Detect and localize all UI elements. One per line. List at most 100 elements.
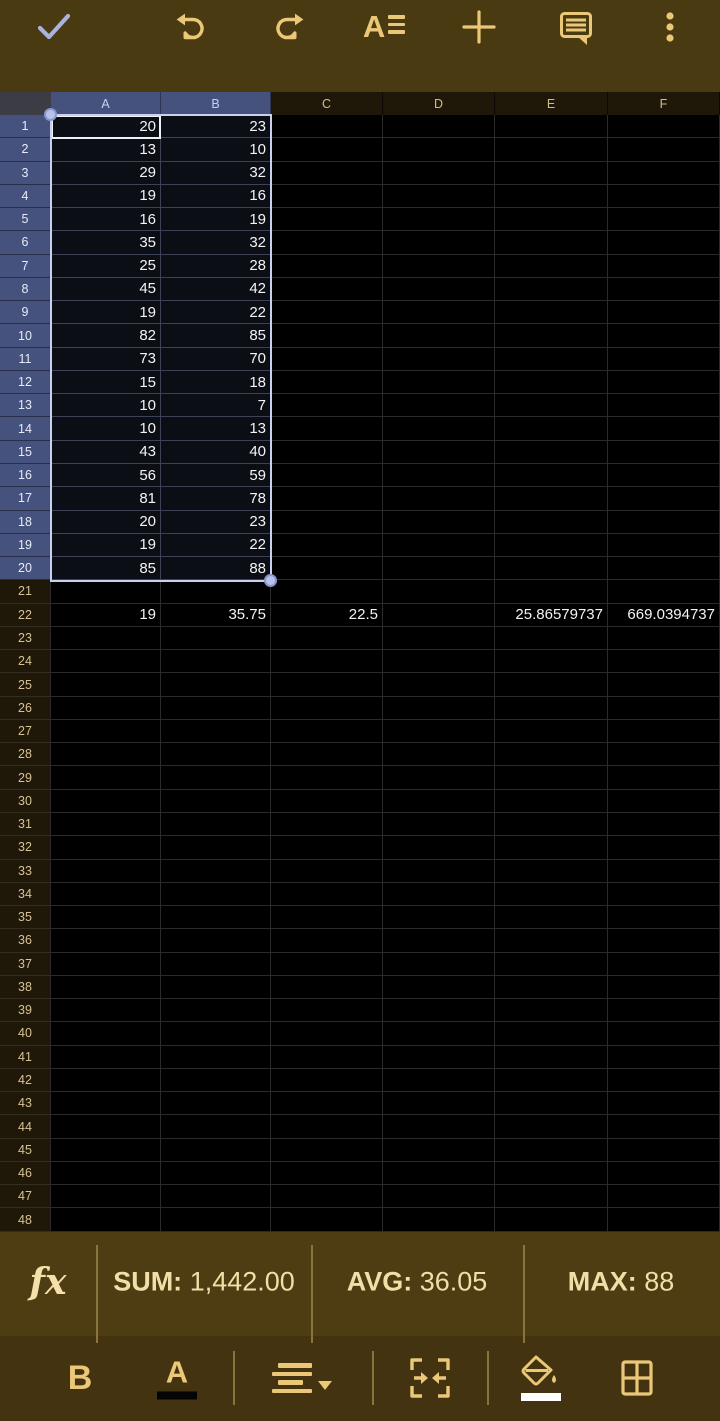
- row-header-32[interactable]: 32: [0, 836, 51, 860]
- cell-F47[interactable]: [608, 1185, 720, 1209]
- cell-E47[interactable]: [495, 1185, 608, 1209]
- cell-D5[interactable]: [383, 208, 495, 232]
- row-header-17[interactable]: 17: [0, 487, 51, 511]
- cell-E4[interactable]: [495, 184, 608, 209]
- cell-A36[interactable]: [51, 929, 161, 953]
- text-color-button[interactable]: A: [157, 1357, 197, 1400]
- more-options-button[interactable]: [650, 7, 690, 47]
- cell-B24[interactable]: [161, 650, 271, 674]
- row-header-33[interactable]: 33: [0, 859, 51, 883]
- cell-A25[interactable]: [51, 673, 161, 697]
- cell-E6[interactable]: [495, 231, 608, 255]
- cell-E45[interactable]: [495, 1138, 608, 1162]
- cell-B2[interactable]: 10: [161, 138, 271, 162]
- row-header-3[interactable]: 3: [0, 161, 51, 185]
- cell-F9[interactable]: [608, 301, 720, 325]
- cell-E31[interactable]: [495, 812, 608, 837]
- cell-D33[interactable]: [383, 859, 495, 883]
- cell-E42[interactable]: [495, 1068, 608, 1093]
- cell-D40[interactable]: [383, 1022, 495, 1046]
- cell-E48[interactable]: [495, 1208, 608, 1232]
- cell-B18[interactable]: 23: [161, 510, 271, 534]
- cell-C48[interactable]: [271, 1208, 383, 1232]
- cell-F48[interactable]: [608, 1208, 720, 1232]
- cell-C38[interactable]: [271, 975, 383, 1000]
- cell-E2[interactable]: [495, 138, 608, 162]
- cell-E39[interactable]: [495, 999, 608, 1023]
- cell-B32[interactable]: [161, 836, 271, 860]
- cell-A38[interactable]: [51, 975, 161, 1000]
- row-header-48[interactable]: 48: [0, 1208, 51, 1232]
- cell-B15[interactable]: 40: [161, 440, 271, 464]
- cell-A26[interactable]: [51, 696, 161, 720]
- row-header-39[interactable]: 39: [0, 999, 51, 1023]
- cell-A11[interactable]: 73: [51, 347, 161, 371]
- cell-B21[interactable]: [161, 580, 271, 604]
- cell-E33[interactable]: [495, 859, 608, 883]
- column-header-F[interactable]: F: [608, 92, 720, 115]
- cell-E38[interactable]: [495, 975, 608, 1000]
- cell-F38[interactable]: [608, 975, 720, 1000]
- cell-A47[interactable]: [51, 1185, 161, 1209]
- cell-B25[interactable]: [161, 673, 271, 697]
- cell-C35[interactable]: [271, 906, 383, 930]
- cell-D22[interactable]: [383, 603, 495, 627]
- cell-A16[interactable]: 56: [51, 463, 161, 488]
- row-header-5[interactable]: 5: [0, 208, 51, 232]
- cell-F45[interactable]: [608, 1138, 720, 1162]
- cell-C28[interactable]: [271, 743, 383, 767]
- cell-F42[interactable]: [608, 1068, 720, 1093]
- cell-A10[interactable]: 82: [51, 324, 161, 348]
- comment-button[interactable]: [556, 7, 596, 47]
- cell-F46[interactable]: [608, 1161, 720, 1186]
- cell-A1[interactable]: 20: [51, 115, 161, 139]
- cell-D35[interactable]: [383, 906, 495, 930]
- cell-A24[interactable]: [51, 650, 161, 674]
- cell-C44[interactable]: [271, 1115, 383, 1139]
- cell-F24[interactable]: [608, 650, 720, 674]
- cell-D8[interactable]: [383, 277, 495, 302]
- cell-F26[interactable]: [608, 696, 720, 720]
- cell-E35[interactable]: [495, 906, 608, 930]
- row-header-12[interactable]: 12: [0, 370, 51, 395]
- cell-A34[interactable]: [51, 882, 161, 907]
- cell-D44[interactable]: [383, 1115, 495, 1139]
- cell-D2[interactable]: [383, 138, 495, 162]
- cell-A18[interactable]: 20: [51, 510, 161, 534]
- insert-button[interactable]: [459, 7, 499, 47]
- cell-B36[interactable]: [161, 929, 271, 953]
- cell-A15[interactable]: 43: [51, 440, 161, 464]
- cell-F18[interactable]: [608, 510, 720, 534]
- cell-B48[interactable]: [161, 1208, 271, 1232]
- cell-A39[interactable]: [51, 999, 161, 1023]
- row-header-1[interactable]: 1: [0, 115, 51, 139]
- merge-cells-button[interactable]: [407, 1355, 453, 1401]
- cell-E36[interactable]: [495, 929, 608, 953]
- cell-B27[interactable]: [161, 719, 271, 744]
- cell-C15[interactable]: [271, 440, 383, 464]
- cell-D38[interactable]: [383, 975, 495, 1000]
- row-header-23[interactable]: 23: [0, 626, 51, 651]
- cell-C14[interactable]: [271, 417, 383, 441]
- cell-B14[interactable]: 13: [161, 417, 271, 441]
- cell-F17[interactable]: [608, 487, 720, 511]
- cell-E28[interactable]: [495, 743, 608, 767]
- borders-button[interactable]: [616, 1357, 658, 1399]
- cell-A33[interactable]: [51, 859, 161, 883]
- cell-C23[interactable]: [271, 626, 383, 651]
- cell-C7[interactable]: [271, 254, 383, 278]
- cell-C8[interactable]: [271, 277, 383, 302]
- row-header-15[interactable]: 15: [0, 440, 51, 464]
- cell-E24[interactable]: [495, 650, 608, 674]
- cell-D30[interactable]: [383, 789, 495, 813]
- cell-D24[interactable]: [383, 650, 495, 674]
- cell-C29[interactable]: [271, 766, 383, 790]
- cell-B47[interactable]: [161, 1185, 271, 1209]
- row-header-27[interactable]: 27: [0, 719, 51, 744]
- row-header-42[interactable]: 42: [0, 1068, 51, 1093]
- cell-B16[interactable]: 59: [161, 463, 271, 488]
- cell-C12[interactable]: [271, 370, 383, 395]
- cell-C32[interactable]: [271, 836, 383, 860]
- row-header-21[interactable]: 21: [0, 580, 51, 604]
- cell-C43[interactable]: [271, 1092, 383, 1116]
